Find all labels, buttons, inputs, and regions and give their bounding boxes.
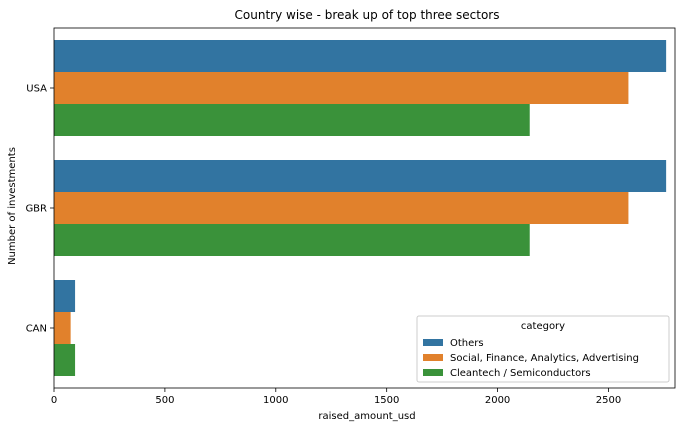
legend-title: category (521, 321, 565, 332)
y-axis-label: Number of investments (7, 147, 18, 265)
legend-label-cleantech-semiconductors: Cleantech / Semiconductors (450, 368, 591, 379)
legend-box (416, 315, 670, 383)
x-tick-label: 2500 (596, 395, 621, 406)
bar-usa-cleantech-semiconductors (54, 104, 530, 136)
x-tick-label: 500 (155, 395, 174, 406)
chart-title: Country wise - break up of top three sec… (235, 8, 500, 22)
x-tick-label: 0 (51, 395, 57, 406)
x-axis-label: raised_amount_usd (318, 411, 415, 422)
legend: category Others Social, Finance, Analytics… (416, 315, 670, 383)
x-tick-label: 2000 (485, 395, 510, 406)
bar-can-social-finance-analytics-advertising (54, 312, 71, 344)
y-tick-label-gbr: GBR (25, 204, 47, 215)
bars-layer (54, 40, 667, 376)
y-tick-label-usa: USA (26, 84, 47, 95)
bar-gbr-cleantech-semiconductors (54, 224, 530, 256)
legend-label-social-finance-analytics-advertising: Social, Finance, Analytics, Advertising (450, 353, 639, 364)
bar-can-cleantech-semiconductors (54, 344, 76, 376)
bar-usa-others (54, 40, 667, 72)
x-tick-label: 1500 (374, 395, 399, 406)
legend-swatch-social-finance-analytics-advertising (423, 354, 443, 361)
legend-swatch-cleantech-semiconductors (423, 369, 443, 376)
legend-label-others: Others (450, 338, 484, 349)
bar-gbr-social-finance-analytics-advertising (54, 192, 629, 224)
x-tick-label: 1000 (263, 395, 288, 406)
bar-usa-social-finance-analytics-advertising (54, 72, 629, 104)
bar-can-others (54, 280, 76, 312)
legend-swatch-others (423, 339, 443, 346)
y-tick-label-can: CAN (26, 324, 47, 335)
bar-gbr-others (54, 160, 667, 192)
axes-layer: 0 500 1000 1500 2000 2500 USA GBR CAN (25, 27, 676, 406)
